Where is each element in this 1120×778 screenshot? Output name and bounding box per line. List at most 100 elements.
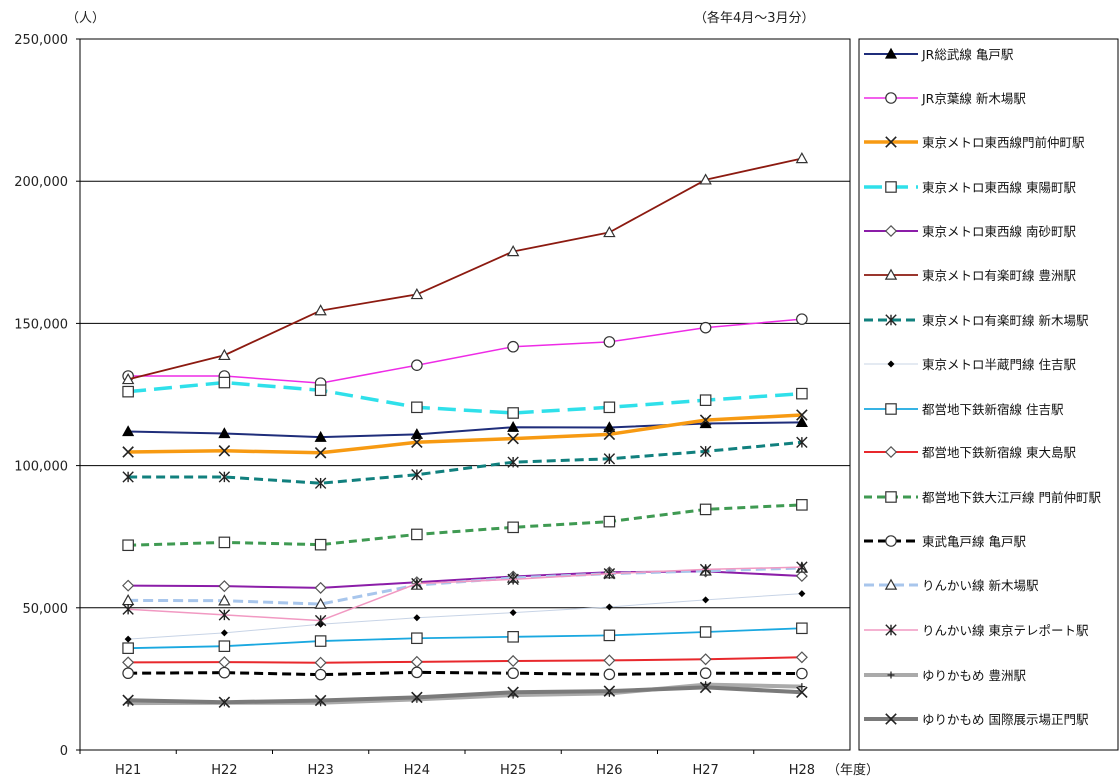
series-line [128,593,802,640]
legend-label: りんかい線 東京テレポート駅 [922,623,1089,638]
data-point [507,521,519,534]
legend-marker [885,624,897,636]
x-tick-label: H27 [692,763,718,778]
legend-marker [885,535,897,547]
data-point [796,409,808,421]
data-point [795,416,808,428]
data-point [218,445,231,457]
legend-label: 東京メトロ東西線門前仲町駅 [922,135,1085,150]
data-point [796,387,808,400]
data-point [411,469,423,481]
data-point [796,667,808,680]
data-point [699,667,712,680]
legend-label: 東京メトロ有楽町線 豊洲駅 [922,268,1076,283]
data-point [411,632,423,645]
series-5 [121,152,809,385]
data-point [507,654,520,668]
x-tick-label: H21 [115,763,141,778]
data-point [507,340,519,353]
legend-marker [885,403,897,415]
data-point [699,681,712,694]
data-point [314,304,327,316]
y-tick-label: 0 [60,744,68,759]
x-axis-label: （年度） [827,762,879,778]
y-unit-label: （人） [66,11,105,26]
data-point [220,629,228,637]
legend-marker [884,224,898,238]
data-point [314,581,327,594]
series-15 [122,681,808,708]
data-point [218,696,231,708]
series-10 [122,499,808,552]
data-point [122,425,135,437]
legend-label: 東京メトロ東西線 東陽町駅 [922,180,1076,195]
legend-item: JR京葉線 新木場駅 [864,91,1026,106]
data-point [699,394,712,406]
data-point [122,667,134,680]
series-line [127,380,802,415]
data-point [603,685,616,697]
data-point [314,430,327,442]
data-point [699,414,712,426]
gridlines [79,38,851,751]
data-point [411,666,423,679]
data-point [413,614,421,622]
data-point [699,445,712,458]
data-point [507,420,520,432]
x-tick-label: H24 [404,763,430,778]
series-line [128,440,803,485]
data-point [507,456,519,468]
data-point [603,336,616,348]
series-line [128,566,802,622]
y-tick-label: 150,000 [14,317,68,332]
data-point [122,539,134,552]
legend-marker [884,445,898,459]
data-point [314,477,327,489]
data-point [603,225,616,238]
data-point [507,631,519,643]
data-point [506,245,520,257]
data-point [314,694,327,707]
data-point [218,376,231,389]
data-point [796,561,808,573]
data-point [122,471,134,483]
series-line [128,413,802,455]
data-point [507,432,519,445]
legend-marker [887,671,895,679]
series-13 [122,561,808,627]
plot-frame [79,38,851,751]
legend-label: 都営地下鉄新宿線 住吉駅 [922,402,1064,417]
data-point [603,629,616,642]
x-tick-label: H23 [307,763,333,778]
data-point [798,683,806,691]
legend-item: 東京メトロ半蔵門線 住吉駅 [864,357,1076,372]
data-point [411,528,423,541]
legend-label: ゆりかもめ 国際展示場正門駅 [922,712,1089,727]
legend-item: 都営地下鉄大江戸線 門前仲町駅 [864,490,1101,505]
data-point [122,694,134,706]
data-point [603,654,616,667]
data-point [795,569,808,582]
legend-label: 東京メトロ有楽町線 新木場駅 [922,313,1089,328]
x-tick-label: H28 [789,763,815,778]
data-point [796,622,808,635]
data-point [218,609,231,621]
data-point [122,642,134,654]
data-point [218,536,231,549]
data-point [603,515,616,528]
legend-marker [885,713,897,725]
legend-label: りんかい線 新木場駅 [922,578,1039,593]
y-tick-label: 100,000 [14,460,68,475]
legend-label: 東武亀戸線 亀戸駅 [922,534,1026,549]
legend-label: ゆりかもめ 豊洲駅 [922,668,1026,683]
data-point [218,471,231,483]
data-point [411,359,423,372]
data-point [314,614,327,627]
data-point [411,577,423,590]
data-point [699,626,712,638]
series-2 [122,409,808,459]
legend-item: 東京メトロ東西線 南砂町駅 [864,224,1076,239]
legend-marker [885,314,897,326]
y-axis-ticks: 0 50,000 100,000 150,000 200,000 250,000 [14,33,80,759]
data-point [603,428,616,441]
